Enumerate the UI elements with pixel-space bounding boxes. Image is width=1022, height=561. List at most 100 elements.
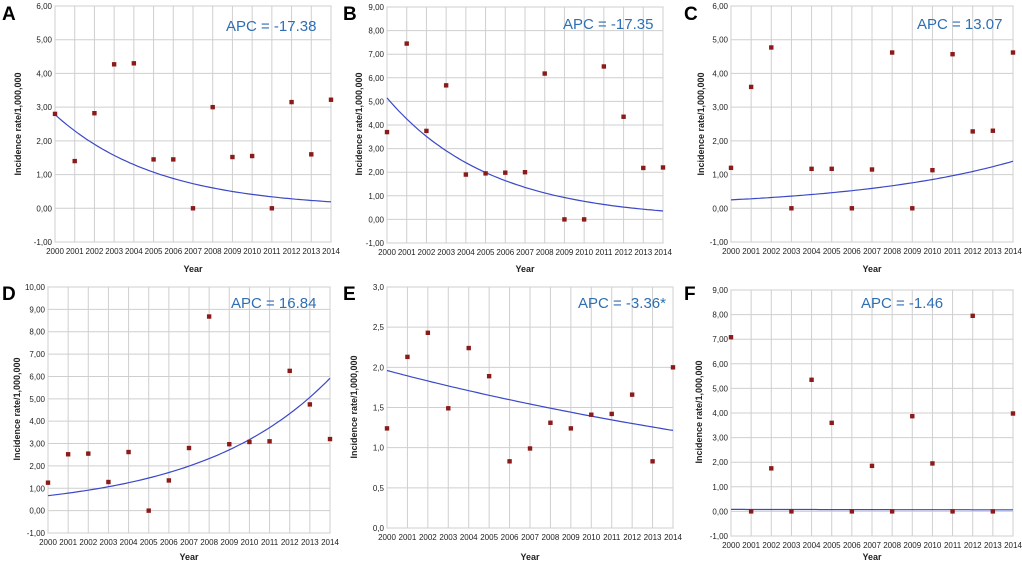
x-tick-label: 2012 [964, 541, 982, 550]
y-axis-title: Incidence rate/1,000,000 [13, 72, 23, 175]
x-tick-label: 2003 [100, 538, 118, 547]
y-tick-label: 3,00 [368, 145, 384, 154]
x-tick-label: 2008 [883, 541, 901, 550]
x-tick-label: 2005 [823, 541, 841, 550]
data-point [522, 170, 528, 175]
data-point [629, 392, 635, 397]
y-tick-label: 9,00 [29, 305, 45, 314]
chart-panel-a: A -1,00 0,00 1,00 2,00 3,00 4,00 5,00 6,00 2000 2… [0, 0, 340, 280]
data-point [227, 442, 232, 447]
x-tick-label: 2013 [644, 533, 662, 542]
x-tick-label: 2004 [120, 538, 138, 547]
data-point [748, 84, 754, 90]
y-tick-label: 0,0 [373, 524, 385, 533]
y-tick-label: 3,00 [36, 103, 52, 112]
y-tick-label: -1,00 [34, 238, 53, 247]
x-tick-label: 2002 [419, 533, 437, 542]
data-point [789, 206, 794, 211]
y-tick-label: 0,00 [36, 204, 52, 213]
data-point [287, 368, 292, 374]
y-tick-label: 6,00 [712, 360, 728, 369]
panel-letter: B [343, 4, 357, 25]
x-tick-label: 2002 [86, 247, 104, 256]
y-tick-label: 6,00 [368, 74, 384, 83]
x-tick-label: 2002 [762, 541, 780, 550]
data-point [660, 165, 666, 170]
data-point [92, 111, 97, 116]
x-tick-label: 2005 [145, 247, 163, 256]
x-tick-label: 2010 [582, 533, 600, 542]
y-tick-label: 1,00 [368, 192, 384, 201]
chart-panel-e: E 0,0 0,5 1,0 1,5 2,0 2,5 3,0 2000 2001 2002 2003 2… [341, 281, 682, 561]
x-tick-label: 2004 [803, 247, 821, 256]
data-point [327, 436, 333, 442]
y-tick-label: 9,00 [712, 286, 728, 295]
y-tick-label: 2,00 [36, 137, 52, 146]
data-point [809, 166, 814, 172]
x-tick-label: 2009 [556, 248, 574, 257]
y-tick-label: 5,00 [29, 395, 45, 404]
x-tick-label: 2009 [903, 247, 921, 256]
x-tick-label: 2003 [783, 541, 801, 550]
y-axis-title: Incidence rate/1,000,000 [354, 72, 364, 175]
x-tick-label: 2004 [803, 541, 821, 550]
x-tick-label: 2013 [301, 538, 319, 547]
chart-panel-d: D -1,00 0,00 1,00 2,00 3,00 4,00 5,00 6,00 7,00 8… [0, 281, 340, 561]
x-tick-label: 2009 [903, 541, 921, 550]
data-point [424, 128, 429, 134]
x-axis-title: Year [520, 552, 540, 561]
y-tick-label: 7,00 [29, 350, 45, 359]
chart-panel-b: B -1,00 0,00 1,00 2,00 3,00 4,00 5,00 6,00 7,00 8… [341, 0, 681, 280]
x-tick-label: 2001 [742, 541, 760, 550]
data-point [503, 170, 508, 175]
data-point [106, 479, 111, 485]
y-tick-label: 8,00 [712, 311, 728, 320]
y-tick-label: 7,00 [712, 335, 728, 344]
data-point [990, 128, 996, 133]
chart-b-svg: B -1,00 0,00 1,00 2,00 3,00 4,00 5,00 6,00 7,00 8… [343, 3, 672, 274]
trend-line [386, 97, 664, 212]
x-tick-label: 2011 [261, 538, 279, 547]
x-tick-label: 2010 [241, 538, 259, 547]
y-tick-label: 1,00 [712, 171, 728, 180]
x-axis-title: Year [862, 552, 882, 561]
x-tick-label: 2010 [924, 247, 942, 256]
y-tick-label: 3,0 [373, 283, 385, 292]
data-point [151, 157, 156, 162]
data-point [425, 330, 431, 335]
data-point [568, 426, 574, 431]
x-axis-title: Year [179, 552, 199, 561]
y-tick-label: 5,00 [712, 36, 728, 45]
x-tick-label: 2012 [623, 533, 641, 542]
data-point [267, 439, 272, 444]
x-tick-label: 2000 [722, 247, 740, 256]
data-point [889, 509, 895, 514]
data-point [728, 165, 734, 171]
data-point [269, 206, 275, 211]
x-tick-label: 2000 [378, 533, 396, 542]
y-tick-label: 2,0 [373, 363, 385, 372]
x-tick-label: 2010 [575, 248, 593, 257]
x-tick-label: 2008 [200, 538, 218, 547]
y-tick-label: -1,00 [366, 239, 385, 248]
x-tick-label: 2009 [224, 247, 242, 256]
data-point [609, 411, 614, 417]
data-point [641, 165, 646, 171]
x-tick-label: 2006 [843, 247, 861, 256]
data-point [829, 166, 834, 172]
x-axis-title: Year [183, 264, 203, 274]
data-point [789, 509, 794, 514]
panel-letter: D [2, 284, 16, 305]
y-tick-label: 5,00 [712, 384, 728, 393]
data-point [548, 420, 553, 425]
x-tick-label: 2006 [164, 247, 182, 256]
x-tick-label: 2002 [762, 247, 780, 256]
data-point [443, 83, 449, 88]
y-tick-label: 0,00 [368, 215, 384, 224]
x-axis-title: Year [862, 264, 882, 274]
data-point [65, 452, 71, 457]
x-tick-label: 2009 [562, 533, 580, 542]
x-tick-label: 2002 [79, 538, 97, 547]
